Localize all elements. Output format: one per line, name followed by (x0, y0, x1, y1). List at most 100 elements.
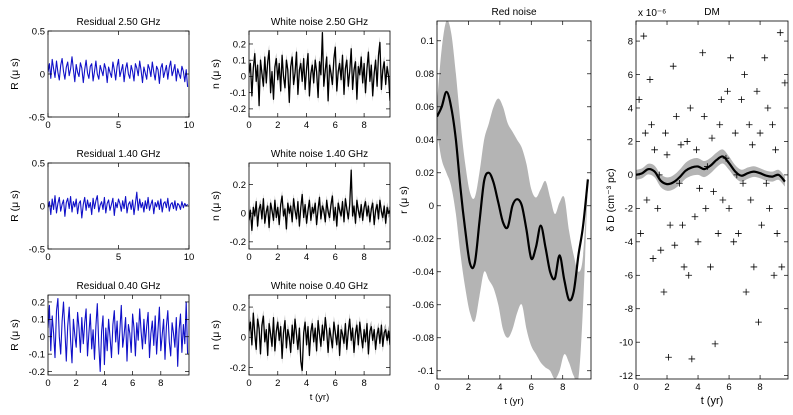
axes-frame (635, 20, 789, 380)
x-tick-label: 0 (633, 382, 638, 393)
y-tick-label: -12 (619, 371, 633, 382)
chart-title: Residual 2.50 GHz (77, 17, 161, 28)
y-tick-label: 0.1 (32, 315, 45, 326)
dm-point (699, 49, 706, 57)
y-tick-label: 0.08 (416, 69, 435, 80)
dm-point (663, 151, 671, 159)
dm-point (700, 113, 708, 120)
dm-point (643, 196, 651, 204)
dm-point (741, 71, 748, 78)
dm-point (756, 129, 764, 137)
dm-point (776, 29, 784, 37)
dm-point (730, 238, 738, 246)
y-tick-label: 0.5 (32, 26, 45, 37)
y-tick-label: 6 (628, 70, 633, 81)
y-tick-label: -0.2 (230, 104, 246, 115)
plot-area (48, 191, 189, 219)
x-tick-label: 6 (333, 378, 338, 389)
plot-area (437, 21, 589, 379)
y-tick-label: -4 (625, 237, 633, 248)
y-tick-label: -0.04 (412, 267, 434, 278)
y-tick-label: 0 (241, 333, 246, 344)
y-axis-label: δ D (cm⁻³ pc) (605, 168, 617, 231)
residual-series (48, 56, 189, 87)
y-tick-label: 0 (429, 201, 434, 212)
y-tick-label: 0 (40, 201, 45, 212)
dm-point (745, 121, 753, 129)
white-noise-series (249, 31, 390, 107)
chart-title: White noise 0.40 GHz (271, 281, 368, 292)
plot-area (249, 165, 390, 236)
dm-point (686, 104, 694, 112)
x-tick-label: 2 (74, 378, 79, 389)
x-tick-label: 0 (246, 252, 251, 263)
dm-point (738, 96, 745, 103)
dm-point (731, 129, 739, 137)
x-tick-label: 0 (45, 120, 50, 131)
axes-frame (248, 162, 391, 250)
dm-point (688, 355, 696, 363)
dm-point (637, 230, 644, 237)
y-tick-label: -0.2 (230, 363, 246, 374)
y-tick-label: -0.5 (29, 112, 45, 123)
dm-point (683, 138, 691, 145)
dm-point (714, 230, 722, 237)
axes-frame (47, 162, 190, 250)
dm-point (671, 241, 679, 249)
panel-wn250: 0 2 4 6 8 -0.2 -0.1 0 0.1 0.2 White noise 2.50 GHz… (210, 17, 391, 131)
dm-point (640, 32, 648, 40)
dm-point (778, 263, 786, 271)
x-tick-label: 6 (333, 252, 338, 263)
x-tick-label: 8 (361, 252, 366, 263)
plot-area (249, 31, 390, 112)
dm-point (691, 213, 699, 221)
y-tick-label: 0.1 (421, 36, 434, 47)
chart-title: Residual 0.40 GHz (77, 281, 161, 292)
y-tick-label: 0.2 (233, 302, 246, 313)
dm-point (646, 76, 654, 83)
plot-area (249, 307, 390, 375)
panel-dm: 0 2 4 6 8 -12 -10 -8 -6 -4 -2 0 2 4 6 8 DM δ D (cm⁻³ pc) t… (605, 7, 789, 407)
x-tick-label: 4 (304, 120, 309, 131)
dm-point (685, 271, 693, 279)
x-tick-label: 8 (361, 378, 366, 389)
dm-point (710, 188, 717, 195)
dm-mean-line (636, 155, 786, 186)
x-tick-label: 0 (246, 120, 251, 131)
x-tick-label: 0 (246, 378, 251, 389)
dm-point (773, 230, 781, 237)
dm-point (718, 96, 725, 103)
x-tick-label: 10 (184, 252, 195, 263)
dm-point (719, 196, 727, 204)
dm-point (764, 104, 772, 112)
y-tick-label: 0.2 (233, 180, 246, 191)
x-tick-label: 4 (304, 252, 309, 263)
y-tick-label: 0.02 (416, 168, 435, 179)
dm-point (735, 230, 742, 237)
dm-point (762, 179, 770, 187)
x-axis-label: t (yr) (701, 395, 724, 407)
dm-point (739, 179, 747, 187)
y-axis-label: n (μ s) (210, 320, 222, 350)
y-tick-label: 4 (628, 103, 633, 114)
x-tick-label: 4 (102, 378, 107, 389)
dm-point (660, 288, 668, 296)
y-tick-label: -0.2 (230, 237, 246, 248)
x-tick-label: 5 (116, 252, 121, 263)
dm-point (649, 255, 657, 262)
plot-area (636, 29, 788, 363)
dm-point (724, 87, 731, 95)
x-tick-label: 2 (275, 120, 280, 131)
x-tick-label: 2 (664, 382, 669, 393)
chart-title: Red noise (491, 7, 536, 18)
x-tick-label: 4 (497, 382, 502, 393)
y-axis-label: n (μ s) (210, 191, 222, 221)
dm-point (761, 54, 769, 62)
x-tick-label: 4 (695, 382, 700, 393)
dm-point (680, 263, 688, 271)
x-tick-label: 10 (184, 120, 195, 131)
axes-frame (47, 294, 190, 376)
y-axis-label: r (μ s) (398, 186, 410, 214)
